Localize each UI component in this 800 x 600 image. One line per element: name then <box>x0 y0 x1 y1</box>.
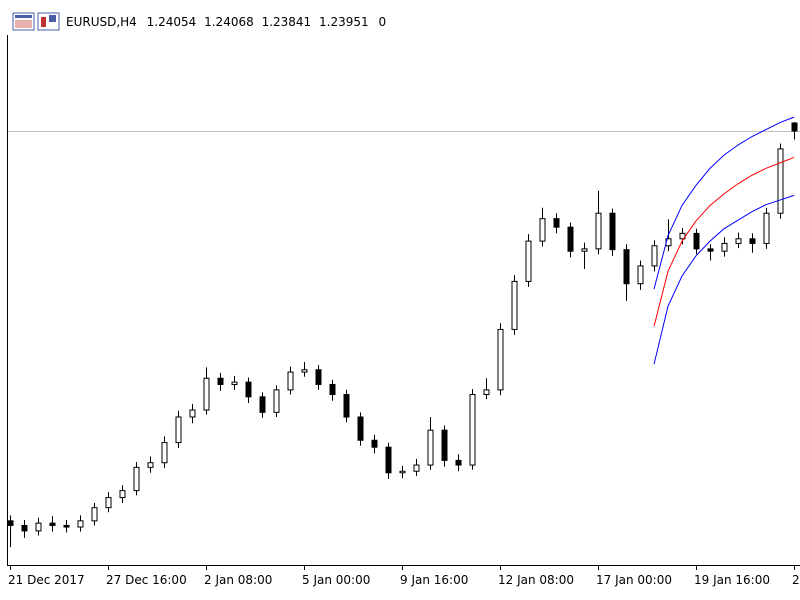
candle-body <box>539 218 546 242</box>
candle-body <box>707 248 714 252</box>
x-tick-label: 24 <box>792 573 800 587</box>
candle-body <box>651 245 658 267</box>
indicator-line <box>653 194 795 365</box>
candle-body <box>567 226 574 252</box>
candle-body <box>595 212 602 250</box>
candle-body <box>343 394 350 418</box>
icon-part <box>15 20 32 28</box>
candle-body <box>7 520 14 526</box>
candle-body <box>189 409 196 418</box>
candle-body <box>749 238 756 244</box>
chart-header: EURUSD,H4 1.24054 1.24068 1.23841 1.2395… <box>66 15 386 29</box>
candle-body <box>637 265 644 285</box>
candle-body <box>385 446 392 474</box>
candle-body <box>413 464 420 472</box>
candle-body <box>259 396 266 413</box>
candle-body <box>147 462 154 468</box>
candle-body <box>161 442 168 464</box>
candle-body <box>287 371 294 391</box>
candle-body <box>427 429 434 466</box>
x-tick-label: 21 Dec 2017 <box>8 573 85 587</box>
symbol: EURUSD,H4 <box>66 15 137 29</box>
icon-part <box>49 15 56 22</box>
candle-body <box>609 212 616 251</box>
candle-body <box>105 497 112 509</box>
candle-body <box>441 429 448 461</box>
header-close: 1.23951 <box>319 15 369 29</box>
x-tick-label: 12 Jan 08:00 <box>498 573 574 587</box>
candle-body <box>581 248 588 252</box>
header-high: 1.24068 <box>204 15 254 29</box>
indicator-line <box>653 116 795 290</box>
x-tick-label: 2 Jan 08:00 <box>204 573 272 587</box>
candle-body <box>357 416 364 441</box>
candle-body <box>231 381 238 385</box>
x-tick-label: 19 Jan 16:00 <box>694 573 770 587</box>
candle-body <box>763 212 770 244</box>
candle-body <box>791 122 798 132</box>
header-open: 1.24054 <box>147 15 197 29</box>
candle-body <box>511 280 518 330</box>
candle-body <box>329 383 336 396</box>
candle-body <box>21 524 28 532</box>
candle-body <box>203 377 210 411</box>
candle-body <box>525 240 532 282</box>
candle-body <box>399 470 406 474</box>
candle-body <box>217 377 224 385</box>
candle-body <box>623 249 630 285</box>
candle-body <box>777 148 784 214</box>
candle-body <box>483 389 490 396</box>
candle-body <box>35 522 42 532</box>
icon-part <box>15 15 32 18</box>
header-volume: 0 <box>378 15 386 29</box>
candle-body <box>455 459 462 466</box>
candle-body <box>301 369 308 373</box>
x-tick-label: 17 Jan 00:00 <box>596 573 672 587</box>
icon-part <box>41 17 46 27</box>
candle-body <box>721 242 728 252</box>
candle-body <box>693 232 700 250</box>
indicator-line <box>653 156 795 327</box>
candle-body <box>273 389 280 413</box>
candle-body <box>497 328 504 391</box>
x-tick-label: 27 Dec 16:00 <box>106 573 187 587</box>
candle-body <box>553 218 560 228</box>
header-low: 1.23841 <box>262 15 312 29</box>
candle-body <box>63 524 70 528</box>
candle-body <box>735 238 742 244</box>
candle-body <box>315 369 322 385</box>
candle-body <box>119 490 126 499</box>
x-tick-label: 9 Jan 16:00 <box>400 573 468 587</box>
candle-body <box>77 520 84 528</box>
candle-body <box>371 439 378 448</box>
toolbar-icons <box>12 12 60 31</box>
candle-body <box>175 416 182 444</box>
candle-body <box>245 381 252 398</box>
candle-body <box>133 466 140 492</box>
x-tick-label: 5 Jan 00:00 <box>302 573 370 587</box>
candle-body <box>49 522 56 526</box>
candle-body <box>91 507 98 522</box>
candle-body <box>469 394 476 466</box>
